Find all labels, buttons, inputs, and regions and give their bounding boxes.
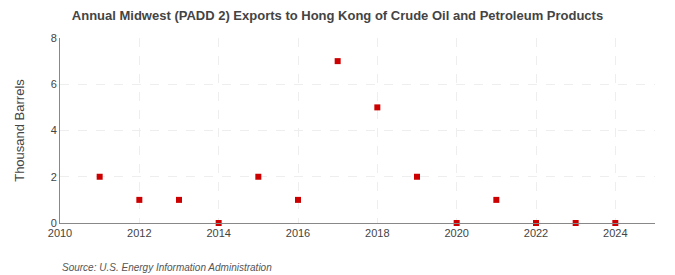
- svg-text:2022: 2022: [524, 227, 548, 239]
- svg-text:2024: 2024: [603, 227, 627, 239]
- svg-text:2020: 2020: [444, 227, 468, 239]
- svg-text:2016: 2016: [286, 227, 310, 239]
- svg-text:8: 8: [51, 32, 57, 44]
- svg-text:2010: 2010: [48, 227, 72, 239]
- svg-text:6: 6: [51, 78, 57, 90]
- svg-text:4: 4: [51, 124, 57, 136]
- svg-text:Source: U.S. Energy Informatio: Source: U.S. Energy Information Administ…: [62, 262, 272, 273]
- svg-text:Thousand Barrels: Thousand Barrels: [12, 79, 27, 182]
- svg-text:0: 0: [51, 217, 57, 229]
- svg-text:2: 2: [51, 171, 57, 183]
- svg-text:2014: 2014: [206, 227, 230, 239]
- svg-text:2018: 2018: [365, 227, 389, 239]
- svg-text:Annual Midwest (PADD 2) Export: Annual Midwest (PADD 2) Exports to Hong …: [72, 8, 603, 23]
- svg-text:2012: 2012: [127, 227, 151, 239]
